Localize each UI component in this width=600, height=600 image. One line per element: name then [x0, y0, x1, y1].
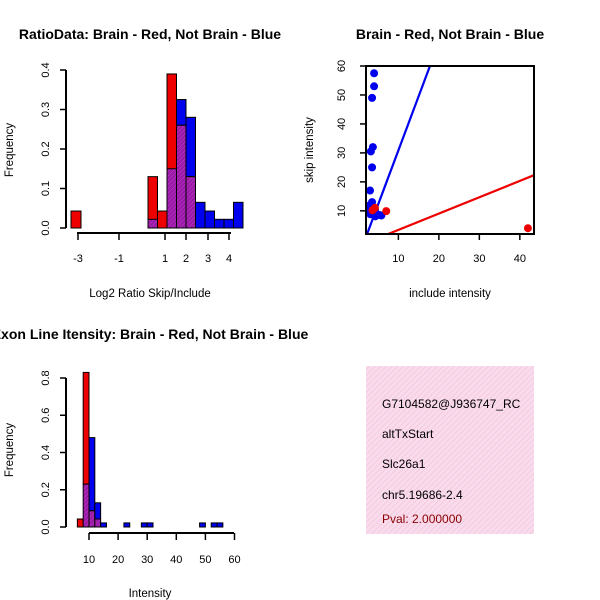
ratio-x-tick-label: 3	[205, 253, 211, 265]
scatter-point-blue	[368, 93, 377, 102]
scatter-frame	[365, 65, 535, 235]
scatter-y-tick-label: 20	[336, 176, 348, 188]
intensity-scatter: 10 20 30 40 50 60 10 20 30 40	[336, 60, 535, 265]
ratio-overlap-bar	[176, 124, 187, 229]
intensity-top-bar	[82, 371, 90, 485]
scatter-point-blue	[366, 186, 375, 195]
intensity-blue-bar	[199, 522, 206, 528]
scatter-point-blue	[370, 82, 379, 91]
intensity-y-tick-label: 0.2	[40, 482, 52, 497]
ratio-blue-top	[185, 116, 196, 178]
ratio-blue-bar	[195, 201, 206, 229]
ratio-x-label: Log2 Ratio Skip/Include	[89, 288, 210, 300]
intensity-histogram: 0.0 0.2 0.4 0.6 0.8 10 20 30 40 50 60	[40, 370, 241, 566]
ratio-histogram: 0.0 0.1 0.2 0.3 0.4 -3 -1 1 2 3 4	[40, 62, 244, 265]
ratio-chart-title: RatioData: Brain - Red, Not Brain - Blue	[19, 26, 281, 42]
ratio-blue-bar	[233, 201, 244, 229]
ratio-x-tick-label: -1	[114, 253, 124, 265]
ratio-y-tick-label: 0.4	[40, 62, 52, 77]
scatter-fit-line-red	[385, 174, 534, 234]
ratio-blue-bar	[214, 218, 225, 229]
intensity-blue-bar	[216, 522, 224, 528]
intensity-blue-bar	[140, 522, 148, 528]
ratio-x-tick-label: -3	[73, 253, 83, 265]
intensity-x-tick-label: 10	[83, 554, 95, 566]
intensity-overlap-bar	[88, 510, 96, 528]
scatter-point-blue	[368, 163, 377, 172]
ratio-blue-bar	[204, 210, 215, 229]
info-probe-id: G7104582@J936747_RC	[382, 397, 521, 411]
ratio-x-tick-label: 1	[162, 253, 168, 265]
intensity-y-tick-label: 0.0	[40, 519, 52, 534]
ratio-y-tick-label: 0.2	[40, 141, 52, 156]
scatter-y-label: skip intensity	[304, 117, 316, 183]
intensity-y-tick-label: 0.8	[40, 370, 52, 385]
scatter-point-blue	[366, 147, 375, 156]
intensity-x-tick-label: 50	[199, 554, 211, 566]
scatter-point-red	[368, 206, 377, 215]
ratio-y-label: Frequency	[4, 123, 16, 178]
intensity-top-bar	[94, 502, 102, 520]
intensity-red-bar	[76, 518, 84, 528]
scatter-x-tick-label: 10	[392, 253, 404, 265]
intensity-x-tick-label: 60	[228, 554, 240, 566]
intensity-y-label: Frequency	[4, 423, 16, 478]
ratio-overlap-bar	[147, 218, 158, 229]
scatter-point-blue	[371, 212, 380, 221]
ratio-overlap-bar	[166, 168, 177, 229]
ratio-blue-bar	[223, 218, 234, 229]
scatter-point-red	[523, 224, 532, 233]
intensity-blue-bar	[210, 522, 218, 528]
scatter-x-tick-label: 20	[433, 253, 445, 265]
scatter-y-tick-label: 60	[336, 60, 348, 72]
info-pval: Pval: 2.000000	[382, 512, 462, 526]
ratio-y-tick-label: 0.1	[40, 181, 52, 196]
info-location: chr5.19686-2.4	[382, 488, 463, 502]
scatter-y-tick-label: 40	[336, 118, 348, 130]
info-box: G7104582@J936747_RC altTxStart Slc26a1 c…	[366, 366, 534, 534]
intensity-y-tick-label: 0.4	[40, 445, 52, 460]
scatter-point-blue	[370, 69, 379, 78]
intensity-chart-title: Exon Line Itensity: Brain - Red, Not Bra…	[0, 326, 309, 342]
ratio-y-tick-label: 0.0	[40, 220, 52, 235]
intensity-x-tick-label: 30	[141, 554, 153, 566]
scatter-y-tick-label: 50	[336, 89, 348, 101]
ratio-overlap-bar	[185, 176, 196, 229]
intensity-x-tick-label: 20	[112, 554, 124, 566]
ratio-x-tick-label: 2	[183, 253, 189, 265]
scatter-x-label: include intensity	[409, 288, 491, 300]
intensity-blue-bar	[123, 522, 131, 528]
intensity-x-label: Intensity	[129, 588, 172, 600]
intensity-y-tick-label: 0.6	[40, 408, 52, 423]
intensity-top-bar	[88, 437, 96, 512]
scatter-x-tick-label: 40	[514, 253, 526, 265]
intensity-overlap-bar	[82, 483, 90, 528]
ratio-y-tick-label: 0.3	[40, 102, 52, 117]
intensity-blue-bar	[100, 522, 107, 528]
info-event-type: altTxStart	[382, 427, 434, 441]
scatter-x-tick-label: 30	[473, 253, 485, 265]
info-box-background	[366, 366, 534, 534]
intensity-x-tick-label: 40	[170, 554, 182, 566]
intensity-overlap-bar	[94, 518, 102, 528]
intensity-blue-bar	[146, 522, 154, 528]
ratio-blue-top	[176, 99, 187, 126]
ratio-red-bar	[157, 210, 168, 229]
ratio-x-tick-label: 4	[226, 253, 232, 265]
scatter-y-tick-label: 30	[336, 147, 348, 159]
ratio-red-bar	[70, 210, 82, 229]
scatter-y-tick-label: 10	[336, 205, 348, 217]
scatter-chart-title: Brain - Red, Not Brain - Blue	[356, 26, 544, 42]
scatter-point-red	[382, 207, 391, 216]
info-gene: Slc26a1	[382, 457, 426, 471]
